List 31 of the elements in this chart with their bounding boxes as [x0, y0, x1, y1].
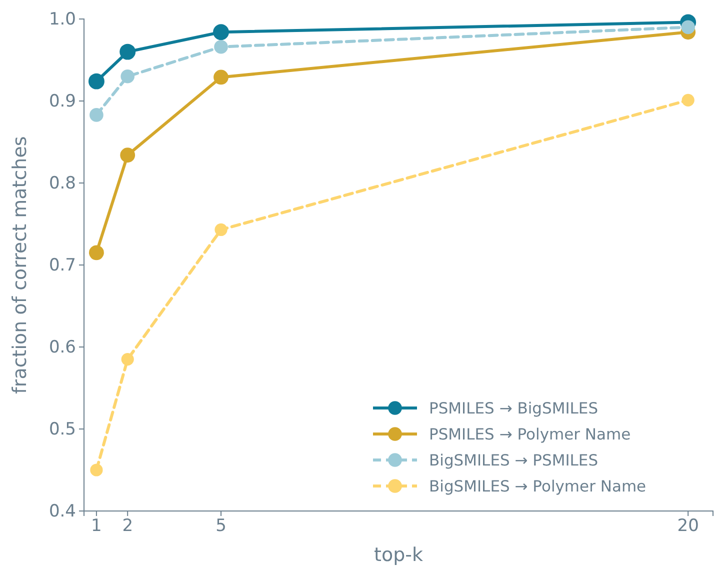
- x-tick-label: 20: [677, 516, 699, 536]
- point: [682, 94, 694, 106]
- legend-label: PSMILES → BigSMILES: [429, 399, 598, 418]
- y-tick-label: 0.8: [48, 173, 76, 194]
- legend-label: BigSMILES → Polymer Name: [429, 477, 646, 496]
- point: [681, 20, 695, 34]
- point: [120, 70, 135, 84]
- y-tick-label: 0.7: [48, 255, 76, 276]
- point: [121, 353, 134, 366]
- y-tick-label: 0.6: [48, 337, 76, 358]
- legend-label: PSMILES → Polymer Name: [429, 425, 631, 444]
- x-tick-label: 5: [216, 516, 226, 536]
- y-tick-label: 1.0: [48, 9, 76, 30]
- point: [120, 148, 136, 163]
- x-tick-label: 1: [91, 516, 102, 536]
- point: [88, 245, 104, 260]
- point: [214, 223, 228, 236]
- y-tick-label: 0.5: [48, 419, 76, 440]
- point: [214, 70, 228, 85]
- x-tick-label: 2: [122, 516, 134, 536]
- y-axis-title: fraction of correct matches: [9, 136, 31, 394]
- point: [90, 108, 104, 122]
- x-axis-title: top-k: [374, 544, 423, 566]
- y-tick-label: 0.4: [48, 501, 76, 522]
- point: [88, 73, 104, 90]
- point: [213, 24, 229, 40]
- point: [90, 464, 103, 476]
- y-tick-label: 0.9: [48, 91, 76, 112]
- point: [214, 40, 228, 54]
- legend-label: BigSMILES → PSMILES: [429, 451, 598, 470]
- point: [120, 44, 136, 60]
